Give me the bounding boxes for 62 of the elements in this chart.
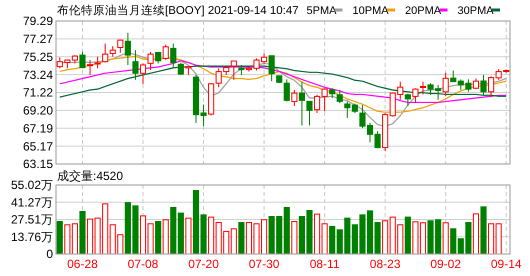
bar bbox=[162, 219, 169, 254]
candlestick bbox=[480, 74, 487, 96]
y-tick-label: 13.76万 bbox=[10, 230, 53, 244]
candlestick bbox=[79, 51, 86, 69]
candlestick bbox=[230, 60, 237, 80]
candlestick bbox=[148, 51, 154, 70]
y-tick-label: 73.24 bbox=[22, 68, 54, 82]
y-tick-label: 77.27 bbox=[22, 32, 54, 46]
bar bbox=[56, 221, 63, 254]
candlestick bbox=[238, 64, 244, 76]
bar bbox=[442, 222, 449, 254]
y-tick-label: 67.19 bbox=[22, 121, 54, 136]
y-tick-label: 71.22 bbox=[22, 86, 54, 100]
candlestick bbox=[170, 43, 176, 69]
candlestick bbox=[291, 89, 298, 106]
y-tick-label: 41.27万 bbox=[10, 195, 53, 210]
candlestick bbox=[412, 88, 418, 104]
candlestick bbox=[404, 93, 411, 106]
bar bbox=[480, 206, 487, 254]
y-tick-label: 63.15 bbox=[22, 157, 54, 172]
x-tick-label: 07-08 bbox=[128, 257, 159, 271]
x-tick-label: 06-28 bbox=[67, 257, 98, 271]
candlestick bbox=[124, 32, 131, 66]
bar bbox=[155, 221, 162, 254]
x-tick-label: 07-20 bbox=[188, 257, 220, 271]
y-tick-label: 79.29 bbox=[22, 14, 54, 28]
chart-title: 成交量:4520 bbox=[57, 169, 124, 183]
candlestick bbox=[306, 100, 313, 126]
legend-label: 10PMA bbox=[352, 5, 390, 17]
candlestick bbox=[162, 44, 169, 61]
y-tick-label: 65.17 bbox=[22, 139, 54, 154]
y-tick-label: 75.25 bbox=[22, 50, 54, 64]
chart-title: 布伦特原油当月连续[BOOY] 2021-09-14 10:47 bbox=[57, 4, 299, 17]
candlestick bbox=[178, 62, 184, 76]
bar bbox=[291, 221, 298, 254]
candlestick bbox=[268, 55, 275, 82]
bar bbox=[79, 210, 86, 254]
candlestick bbox=[336, 89, 343, 104]
x-tick-label: 09-02 bbox=[430, 257, 462, 271]
x-tick-label: 08-23 bbox=[370, 257, 401, 271]
bar bbox=[185, 218, 192, 254]
candlestick bbox=[442, 72, 449, 97]
y-tick-label: 55.02万 bbox=[10, 178, 53, 192]
y-tick-label: 27.51万 bbox=[10, 212, 53, 227]
legend-label: 20PMA bbox=[405, 5, 442, 17]
legend-label: 5PMA bbox=[306, 5, 338, 17]
candlestick bbox=[140, 62, 146, 84]
candlestick bbox=[117, 39, 124, 54]
bar bbox=[472, 213, 480, 254]
candlestick bbox=[420, 81, 426, 95]
y-tick-label: 0 bbox=[46, 247, 54, 262]
candlestick bbox=[132, 50, 139, 80]
x-tick-label: 09-14 bbox=[490, 257, 522, 271]
bar bbox=[404, 216, 411, 254]
y-tick-label: 69.20 bbox=[22, 104, 54, 118]
candlestick bbox=[329, 88, 336, 98]
x-tick-label: 08-11 bbox=[310, 257, 340, 271]
legend-label: 30PMA bbox=[458, 5, 494, 17]
candlestick bbox=[472, 78, 480, 90]
x-tick-label: 07-30 bbox=[248, 257, 280, 271]
bar bbox=[238, 222, 244, 254]
candlestick bbox=[298, 82, 305, 126]
